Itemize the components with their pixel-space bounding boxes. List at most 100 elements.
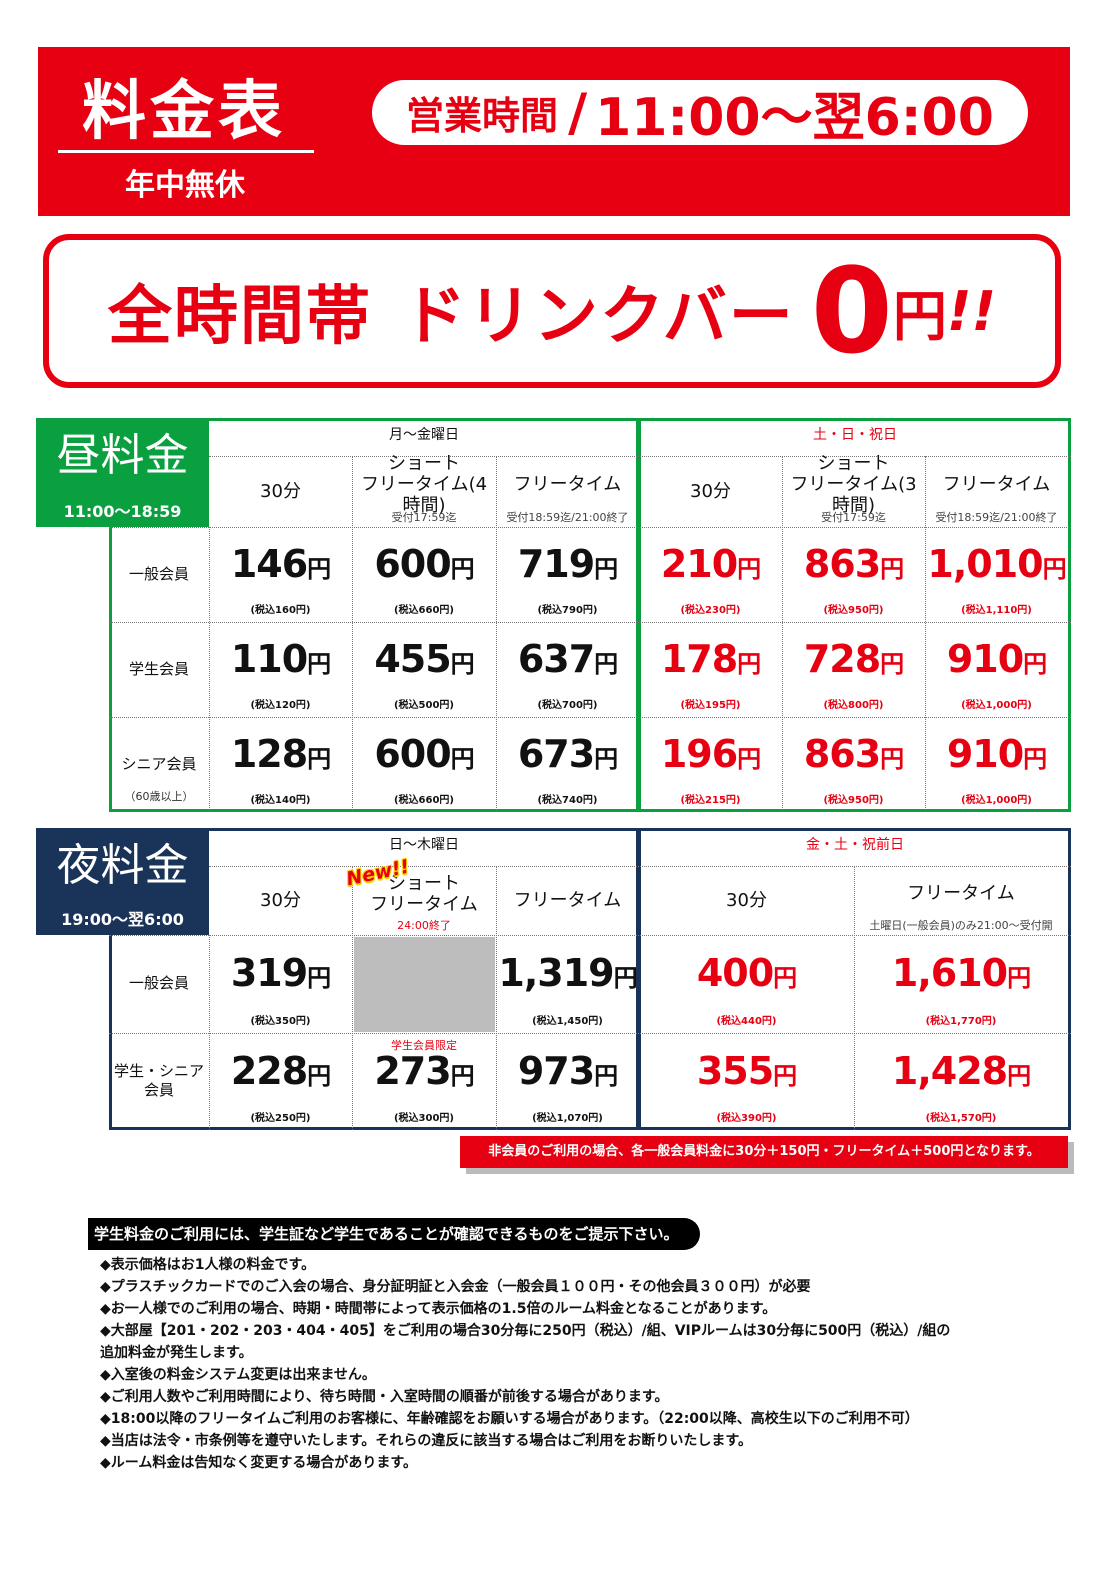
day-price-yen: 円	[880, 650, 904, 678]
night-price: 973円	[517, 1048, 618, 1098]
day-price: 178円	[661, 637, 761, 686]
night-price-yen: 円	[307, 1061, 331, 1090]
day-col-divider	[496, 456, 497, 812]
day-price-value: 910	[946, 732, 1024, 776]
day-price: 910円	[946, 732, 1047, 781]
night-price: 273円	[374, 1048, 474, 1098]
night-price-tax: (税込300円)	[393, 1113, 454, 1124]
note-item: ◆お一人様でのご利用の場合、時期・時間帯によって表示価格の1.5倍のルーム料金と…	[100, 1301, 777, 1317]
day-price-tax: (税込660円)	[393, 605, 454, 616]
day-price: 210円	[661, 542, 761, 591]
day-frame-left	[109, 418, 639, 812]
day-price-yen: 円	[1023, 745, 1047, 773]
day-price-value: 146	[230, 542, 308, 586]
day-price-tax: (税込660円)	[393, 795, 454, 806]
day-price-cell: 146円 (税込160円)	[209, 527, 352, 622]
night-row-label: 一般会員	[128, 974, 189, 993]
day-price-cell: 178円 (税込195円)	[639, 622, 782, 717]
night-price-value: 228	[230, 1048, 308, 1093]
day-price-yen: 円	[594, 650, 618, 678]
day-price-yen: 円	[307, 555, 331, 583]
day-price-cell: 1,010円 (税込1,110円)	[925, 527, 1068, 622]
day-price: 600円	[374, 542, 474, 591]
night-col-divider	[352, 866, 353, 1130]
day-price-value: 728	[803, 637, 881, 681]
day-price-yen: 円	[737, 650, 761, 678]
day-price-value: 600	[374, 732, 451, 776]
day-col-title: ショート フリータイム(4時間)	[360, 453, 488, 516]
night-price-value: 973	[517, 1048, 595, 1093]
note-item: 追加料金が発生します。	[100, 1345, 253, 1361]
day-price-tax: (税込950円)	[823, 795, 884, 806]
day-price-tax: (税込1,000円)	[961, 795, 1032, 806]
night-price-value: 1,610	[891, 951, 1008, 996]
day-price-yen: 円	[450, 745, 475, 773]
night-price-value: 1,428	[891, 1048, 1008, 1093]
night-price: 1,610円	[891, 951, 1031, 1000]
title-underline	[58, 150, 314, 153]
day-col-sub: 受付18:59迄/21:00終了	[506, 511, 629, 524]
day-price: 719円	[518, 542, 618, 591]
hours-value: 11:00〜翌6:00	[595, 88, 994, 148]
night-row-label-cell: 学生・シニア 会員	[109, 1033, 209, 1131]
hours-separator: /	[568, 82, 588, 143]
day-price: 128円	[231, 732, 331, 781]
day-price-cell: 910円 (税込1,000円)	[925, 717, 1068, 812]
note-item: ◆表示価格はお1人様の料金です。	[100, 1257, 316, 1273]
day-price-yen: 円	[1023, 650, 1047, 678]
day-col-header: 30分	[639, 456, 782, 527]
day-price: 600円	[374, 732, 475, 781]
day-col-header: ショート フリータイム(4時間) 受付17:59迄	[352, 453, 496, 527]
day-row-label-cell: シニア会員 （60歳以上）	[109, 717, 209, 812]
night-price-value: 400	[696, 951, 774, 996]
night-col-title: ショート フリータイム	[370, 872, 478, 915]
day-price-cell: 455円 (税込500円)	[352, 622, 496, 717]
day-row-label: シニア会員	[121, 755, 197, 773]
day-price: 196円	[661, 732, 761, 781]
notes-list: ◆表示価格はお1人様の料金です。 ◆プラスチックカードでのご入会の場合、身分証明証…	[100, 1254, 1040, 1474]
night-price-cell: 1,610円 (税込1,770円)	[854, 935, 1068, 1033]
day-row-label-cell: 一般会員	[109, 527, 209, 622]
day-price-value: 673	[517, 732, 595, 776]
note-item: ◆入室後の料金システム変更は出来ません。	[100, 1367, 376, 1383]
night-price: 400円	[696, 951, 797, 1000]
day-col-header: フリータイム 受付18:59迄/21:00終了	[925, 456, 1068, 527]
page-subtitle: 年中無休	[125, 168, 245, 203]
day-price-tax: (税込140円)	[250, 795, 311, 806]
day-price-tax: (税込700円)	[537, 700, 598, 711]
day-col-title: フリータイム	[942, 474, 1051, 495]
night-label: 夜料金	[56, 840, 189, 891]
night-price-value: 273	[374, 1048, 451, 1093]
night-col-title: フリータイム	[907, 883, 1015, 904]
day-price-value: 1,010	[927, 542, 1043, 586]
day-frame-right	[638, 418, 1071, 812]
night-price-yen: 円	[773, 1061, 797, 1090]
night-row-label-cell: 一般会員	[109, 935, 209, 1033]
day-label-block	[36, 418, 209, 527]
night-price-tax: (税込1,450円)	[532, 1015, 603, 1027]
day-col-sub: 受付17:59迄	[391, 511, 457, 524]
day-price-tax: (税込1,110円)	[961, 605, 1032, 616]
day-price-yen: 円	[880, 745, 904, 773]
day-price-cell: 600円 (税込660円)	[352, 527, 496, 622]
night-price-cell: 1,428円 (税込1,570円)	[854, 1033, 1068, 1131]
day-price-cell: 863円 (税込950円)	[782, 717, 925, 812]
day-price-yen: 円	[1042, 555, 1067, 583]
night-weekday-head: 日〜木曜日	[389, 837, 459, 853]
night-frame-left	[109, 828, 639, 1130]
night-price-value: 355	[696, 1048, 774, 1093]
night-col-title: フリータイム	[513, 890, 622, 911]
night-price-yen: 円	[594, 1061, 618, 1090]
day-label: 昼料金	[56, 430, 189, 481]
day-rowlabel-divider	[209, 527, 210, 812]
night-price-tax: (税込390円)	[716, 1113, 777, 1124]
night-col-divider	[496, 866, 497, 1130]
note-item: ◆当店は法令・市条例等を遵守いたします。それらの違反に該当する場合はご利用をお断…	[100, 1433, 752, 1449]
day-price-tax: (税込1,000円)	[961, 700, 1032, 711]
day-price-yen: 円	[737, 745, 761, 773]
day-price: 146円	[230, 542, 331, 591]
night-price-cell: 228円 (税込250円)	[209, 1033, 352, 1131]
day-price-cell: 863円 (税込950円)	[782, 527, 925, 622]
night-col-header: フリータイム 土曜日(一般会員)のみ21:00〜受付開	[854, 866, 1068, 935]
night-col-title: 30分	[260, 890, 301, 911]
